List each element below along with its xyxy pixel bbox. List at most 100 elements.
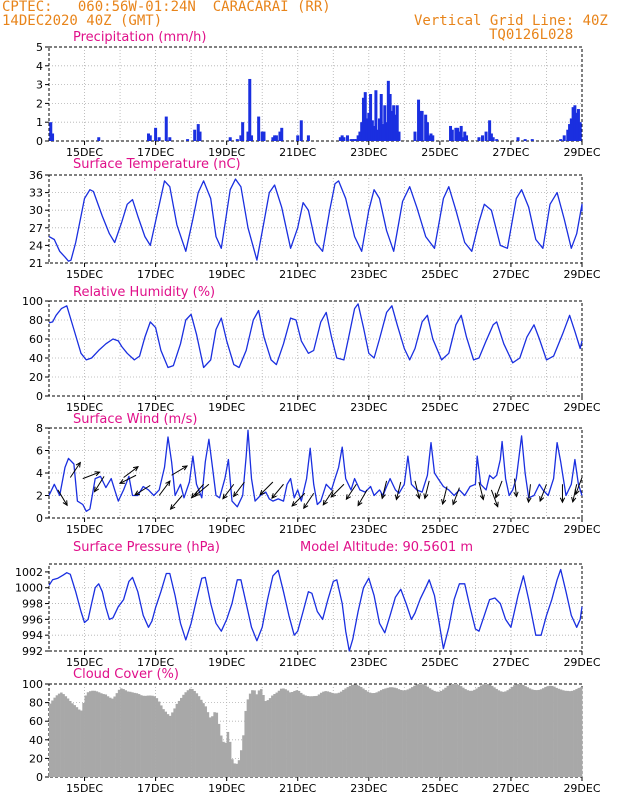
cloud-cover-bar [339,691,343,777]
precip-bar [146,133,150,141]
cloud-cover-bar [75,707,79,777]
cloud-cover-bar [206,712,210,777]
cloud-cover-bar [466,690,470,777]
cloud-cover-bar [297,690,301,777]
cloud-cover-bar [359,686,363,777]
wind-arrow-head [194,491,201,497]
precip-bar [488,120,492,141]
cloud-cover-bar [510,686,514,777]
cloud-cover-bar [357,685,361,777]
precip-bar [427,135,431,141]
cloud-cover-bar [293,690,296,777]
cloud-cover-bar [410,687,414,777]
wind-arrow [575,477,583,495]
x-tick-label: 27DEC [492,268,529,281]
precip-bar [246,131,250,141]
cloud-cover-bar [575,689,578,777]
cloud-cover-bar [539,689,543,777]
cloud-cover-bar [342,689,345,777]
panel-frame [48,300,583,397]
cloud-cover-bar [222,741,225,777]
y-tick-label: 20 [29,752,43,765]
cloud-cover-bar [84,695,88,777]
x-tick-label: 19DEC [208,782,245,795]
precip-bar [97,137,101,141]
cloud-cover-bar [226,731,230,777]
x-tick-label: 19DEC [208,401,245,414]
cloud-cover-bar [397,689,401,777]
wind-arrow [572,484,578,502]
wind-arrow-head [169,504,176,511]
precip-bar [239,135,243,141]
cloud-cover-bar [464,689,467,777]
wind-arrow [119,474,137,484]
wind-arrow-head [182,465,189,471]
x-tick-label: 19DEC [208,523,245,536]
precip-bar [477,137,481,141]
cloud-cover-bar [168,715,172,777]
cloud-cover-bar [335,693,339,777]
x-tick-label: 21DEC [279,782,316,795]
cloud-cover-bar [57,693,61,777]
precip-bar [575,112,579,141]
y-tick-label: 30 [29,204,43,217]
precip-bar [168,137,172,141]
cloud-cover-bar [142,695,145,777]
cloud-cover-bar [519,684,523,777]
cloud-cover-bar [186,690,190,777]
wind-arrow [490,489,499,507]
x-tick-label: 29DEC [563,656,600,669]
cloud-cover-bar [428,688,432,777]
header-grid-note: Vertical Grid Line: 40Z [414,13,608,29]
cloud-cover-bar [102,694,105,777]
cloud-cover-bar [273,694,276,777]
cloud-cover-bar [133,692,136,777]
x-tick-label: 21DEC [279,146,316,159]
precip-bar [299,120,303,141]
cloud-cover-bar [251,690,254,777]
cloud-cover-bar [462,687,465,777]
series-line [48,178,583,262]
cloud-cover-bar [395,688,398,777]
precip-bar [367,112,371,141]
x-tick-label: 17DEC [137,656,174,669]
precip-bar [250,135,254,141]
y-tick-label: 20 [29,371,43,384]
cloud-cover-bar [257,690,261,777]
cloud-cover-bar [368,692,372,777]
y-tick-label: 24 [29,239,43,252]
cloud-cover-bar [82,702,85,777]
cloud-cover-bar [490,685,494,777]
cloud-cover-bar [91,690,94,777]
cloud-cover-bar [399,689,403,777]
wind-arrow [539,484,547,502]
x-tick-label: 25DEC [421,782,458,795]
cloud-cover-bar [277,690,281,777]
y-tick-label: 998 [22,598,43,611]
panel-title: Relative Humidity (%) [73,285,215,300]
panel-title: Surface Temperature (nC) [73,157,241,172]
cloud-cover-bar [166,714,170,777]
precip-bar [392,105,396,141]
cloud-cover-bar [66,698,70,777]
cloud-cover-bar [379,690,383,777]
wind-arrow-head [513,491,519,498]
cloud-cover-bar [162,709,165,777]
cloud-cover-bar [271,695,274,777]
y-tick-label: 994 [22,629,43,642]
cloud-cover-bar [526,687,529,777]
cloud-cover-bar [140,695,143,777]
cloud-cover-bar [371,693,374,777]
cloud-cover-bar [242,735,245,777]
precip-bar [49,122,53,141]
cloud-cover-bar [259,689,263,777]
cloud-cover-bar [180,697,183,777]
cloud-cover-bar [64,696,68,777]
cloud-cover-bar [308,696,312,777]
precip-bar [456,127,460,141]
cloud-cover-bar [568,691,572,777]
cloud-cover-bar [437,691,441,777]
cloud-cover-bar [566,690,569,777]
cloud-cover-bar [324,691,327,777]
precip-bar [363,92,367,141]
